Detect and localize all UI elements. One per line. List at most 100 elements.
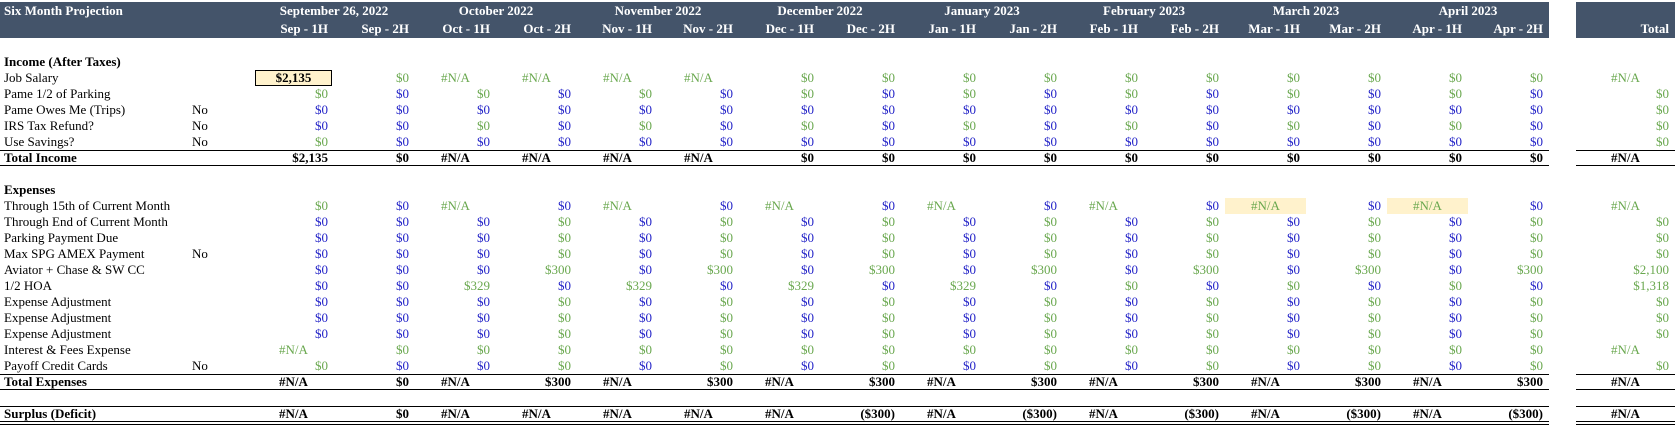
value-cell: $0 (882, 326, 895, 341)
value-cell: $0 (1449, 294, 1462, 309)
value-cell: $0 (558, 118, 571, 133)
value-cell: $0 (1125, 70, 1138, 85)
value-cell: $0 (1044, 358, 1057, 373)
value-cell: $0 (1530, 294, 1543, 309)
value-cell: $0 (720, 102, 733, 117)
value-cell: $0 (477, 214, 490, 229)
value-cell: $0 (1287, 134, 1300, 149)
value-cell: $0 (558, 246, 571, 261)
value-cell: $0 (1044, 342, 1057, 357)
summary-cell: #N/A (765, 406, 794, 421)
value-cell: $0 (1125, 214, 1138, 229)
value-cell: $0 (882, 86, 895, 101)
value-cell: $0 (1530, 198, 1543, 213)
value-cell: $329 (788, 278, 814, 293)
summary-cell: $300 (1193, 374, 1219, 389)
value-cell: $0 (720, 358, 733, 373)
value-cell: $0 (801, 214, 814, 229)
value-cell: $0 (720, 278, 733, 293)
value-cell: $0 (1530, 230, 1543, 245)
value-cell: $0 (315, 102, 328, 117)
summary-cell: $0 (1287, 150, 1300, 165)
value-cell: $0 (477, 326, 490, 341)
value-cell: $0 (963, 246, 976, 261)
value-cell: $0 (1287, 230, 1300, 245)
value-cell: $0 (1530, 70, 1543, 85)
value-cell: $0 (558, 326, 571, 341)
rule (1576, 389, 1675, 390)
value-cell: $0 (1530, 358, 1543, 373)
total-cell: #N/A (1611, 342, 1640, 357)
value-cell: $300 (545, 262, 571, 277)
value-cell: $0 (801, 230, 814, 245)
value-cell: $0 (1044, 246, 1057, 261)
summary-cell: $0 (396, 406, 409, 421)
total-cell: $2,100 (1633, 262, 1669, 277)
summary-cell: #N/A (522, 150, 551, 165)
value-cell: $0 (1125, 246, 1138, 261)
value-cell: $0 (801, 118, 814, 133)
summary-cell: ($300) (1184, 406, 1219, 421)
value-cell: $300 (1355, 262, 1381, 277)
value-cell: $0 (558, 198, 571, 213)
value-cell: $0 (1287, 262, 1300, 277)
summary-cell: #N/A (522, 406, 551, 421)
summary-cell: $300 (869, 374, 895, 389)
period-header: Apr - 2H (1493, 21, 1543, 36)
value-cell: $0 (963, 134, 976, 149)
row-label: Expense Adjustment (4, 326, 112, 341)
summary-cell: #N/A (603, 374, 632, 389)
value-cell: $0 (1530, 278, 1543, 293)
summary-cell: $0 (1368, 150, 1381, 165)
value-cell: $0 (1125, 102, 1138, 117)
month-header: March 2023 (1272, 3, 1340, 18)
value-cell: $0 (882, 358, 895, 373)
value-cell: $0 (396, 326, 409, 341)
summary-label: Total Income (4, 150, 77, 165)
value-cell: $0 (396, 86, 409, 101)
value-cell: $0 (639, 358, 652, 373)
row-label: Job Salary (4, 70, 59, 85)
rule (0, 421, 1549, 425)
month-header: April 2023 (1438, 3, 1498, 18)
period-header: Oct - 2H (523, 21, 571, 36)
value-cell: $0 (1449, 86, 1462, 101)
value-cell: $0 (801, 310, 814, 325)
value-cell: $0 (1449, 342, 1462, 357)
value-cell: $0 (963, 102, 976, 117)
value-cell: $0 (963, 86, 976, 101)
value-cell: $0 (1206, 70, 1219, 85)
summary-cell: ($300) (1346, 406, 1381, 421)
value-cell: $0 (1368, 230, 1381, 245)
value-cell: $0 (963, 342, 976, 357)
value-cell: $0 (396, 278, 409, 293)
value-cell: $0 (882, 102, 895, 117)
value-cell: $0 (1125, 134, 1138, 149)
value-cell: $0 (315, 230, 328, 245)
value-cell: $0 (1125, 326, 1138, 341)
value-cell: $0 (1368, 294, 1381, 309)
rule (1576, 165, 1675, 166)
value-cell: $0 (396, 214, 409, 229)
period-header: Mar - 1H (1248, 21, 1300, 36)
value-cell: $0 (1368, 198, 1381, 213)
summary-cell: $300 (707, 374, 733, 389)
value-cell: $0 (1530, 102, 1543, 117)
total-cell: $0 (1656, 294, 1669, 309)
value-cell: $0 (801, 102, 814, 117)
row-flag: No (192, 134, 208, 149)
value-cell: $0 (1368, 118, 1381, 133)
value-cell: $0 (1530, 86, 1543, 101)
value-cell: $0 (1206, 358, 1219, 373)
value-cell: $0 (1530, 214, 1543, 229)
value-cell: $0 (477, 294, 490, 309)
value-cell: $0 (1449, 230, 1462, 245)
value-cell: $0 (315, 86, 328, 101)
value-cell: $0 (1206, 342, 1219, 357)
value-cell: $0 (720, 342, 733, 357)
value-cell: $0 (882, 278, 895, 293)
summary-cell: #N/A (279, 406, 308, 421)
summary-cell: ($300) (1508, 406, 1543, 421)
value-cell: #N/A (603, 198, 632, 213)
summary-cell: $0 (1044, 150, 1057, 165)
